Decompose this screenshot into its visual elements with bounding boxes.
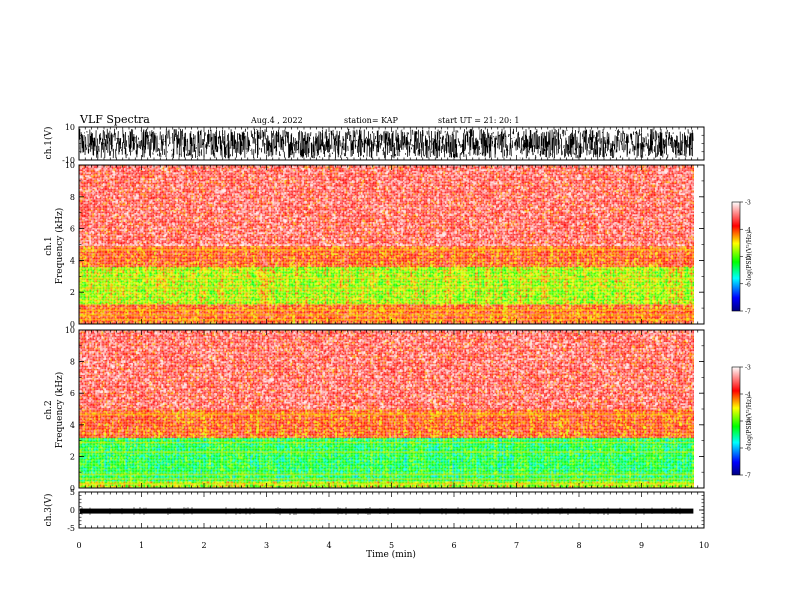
ch1-colorbar-label: log(PSD)(V²/Hz) [746,232,753,281]
ch2-colorbar-tick-label: -5 [745,419,751,426]
ch2-spec-channel-label: ch.2 [44,400,54,419]
ch3-waveform-trace [80,508,694,514]
ch3-ytick-label: -5 [67,524,75,533]
ch1-ytick-label: -10 [62,156,75,165]
time-tick-label: 8 [576,541,581,550]
ch2-frequency-axis-label: Frequency (kHz) [54,372,65,449]
ch1-waveform-trace [78,128,694,159]
ch2-colorbar-scale [731,366,741,476]
ch2-spec-spectrogram-image [79,330,694,488]
ch1-colorbar-scale [731,201,741,312]
ch1-colorbar-tick-label: -5 [745,254,751,261]
time-tick-label: 10 [699,541,709,550]
time-tick-label: 0 [76,541,81,550]
ch1-ytick-label: 10 [65,123,75,132]
ch1-spectrogram-panel: 0 2 4 6 8 10 [65,161,705,329]
ch2-colorbar-tick-label: -3 [745,365,751,372]
ch1-spec-spectrogram-image [79,165,694,324]
ch3-volt-axis-label: ch.3(V) [43,494,54,527]
ch1-colorbar-tick-label: -6 [745,281,751,288]
time-axis: 0 1 2 3 4 5 6 7 8 9 10 [76,541,709,550]
ch1-spec-ytick-label: 0 [70,320,75,329]
ch2-spec-ytick-label: 8 [70,358,75,367]
start-time-label: start UT = 21: 20: 1 [438,116,519,125]
ch1-spec-ytick-label: 2 [70,288,75,297]
ch1-volt-axis-label: ch.1(V) [43,127,54,160]
time-axis-label: Time (min) [366,549,416,560]
ch3-waveform-panel: 5 0 -5 [67,488,705,533]
ch2-spec-ytick-label: 2 [70,452,75,461]
ch2-spectrogram-panel: 0 2 4 6 8 10 [65,326,705,493]
time-tick-label: 1 [139,541,144,550]
ch3-ytick-label: 5 [70,488,75,497]
ch2-colorbar-tick-label: -4 [745,392,751,399]
ch1-spec-ytick-label: 4 [70,256,75,265]
station-label: station= KAP [344,116,399,125]
ch1-colorbar-tick-label: -3 [745,200,751,207]
time-tick-label: 5 [389,541,394,550]
ch2-colorbar-label: log(PSD)(V²/Hz) [746,397,753,446]
ch1-spec-channel-label: ch.1 [44,236,54,255]
time-tick-label: 6 [451,541,456,550]
ch1-spec-ytick-label: 8 [70,193,75,202]
ch1-colorbar-tick-label: -4 [745,227,751,234]
ch2-spec-ytick-label: 0 [70,484,75,493]
ch2-spec-ytick-label: 6 [70,389,75,398]
time-tick-label: 4 [326,541,331,550]
ch1-waveform-panel: 10 -10 [62,123,705,165]
ch1-spec-ytick-label: 10 [65,161,75,170]
ch1-colorbar: -3 -4 -5 -6 -7 [731,200,751,316]
ch2-spec-ytick-label: 4 [70,421,75,430]
ch1-frequency-axis-label: Frequency (kHz) [54,208,65,285]
time-tick-label: 3 [264,541,269,550]
ch2-colorbar-tick-label: -6 [745,446,751,453]
figure-title: VLF Spectra [79,113,150,126]
ch1-spec-ytick-label: 6 [70,225,75,234]
time-tick-label: 7 [514,541,519,550]
ch2-spec-ytick-label: 10 [65,326,75,335]
time-tick-label: 2 [201,541,206,550]
ch2-colorbar-tick-label: -7 [745,473,751,480]
date-label: Aug.4 , 2022 [250,116,303,125]
ch1-colorbar-tick-label: -7 [745,309,751,316]
ch3-ytick-label: 0 [70,506,75,515]
time-tick-label: 9 [639,541,644,550]
ch3-waveform-spikes [81,507,681,516]
ch2-colorbar: -3 -4 -5 -6 -7 [731,365,751,480]
